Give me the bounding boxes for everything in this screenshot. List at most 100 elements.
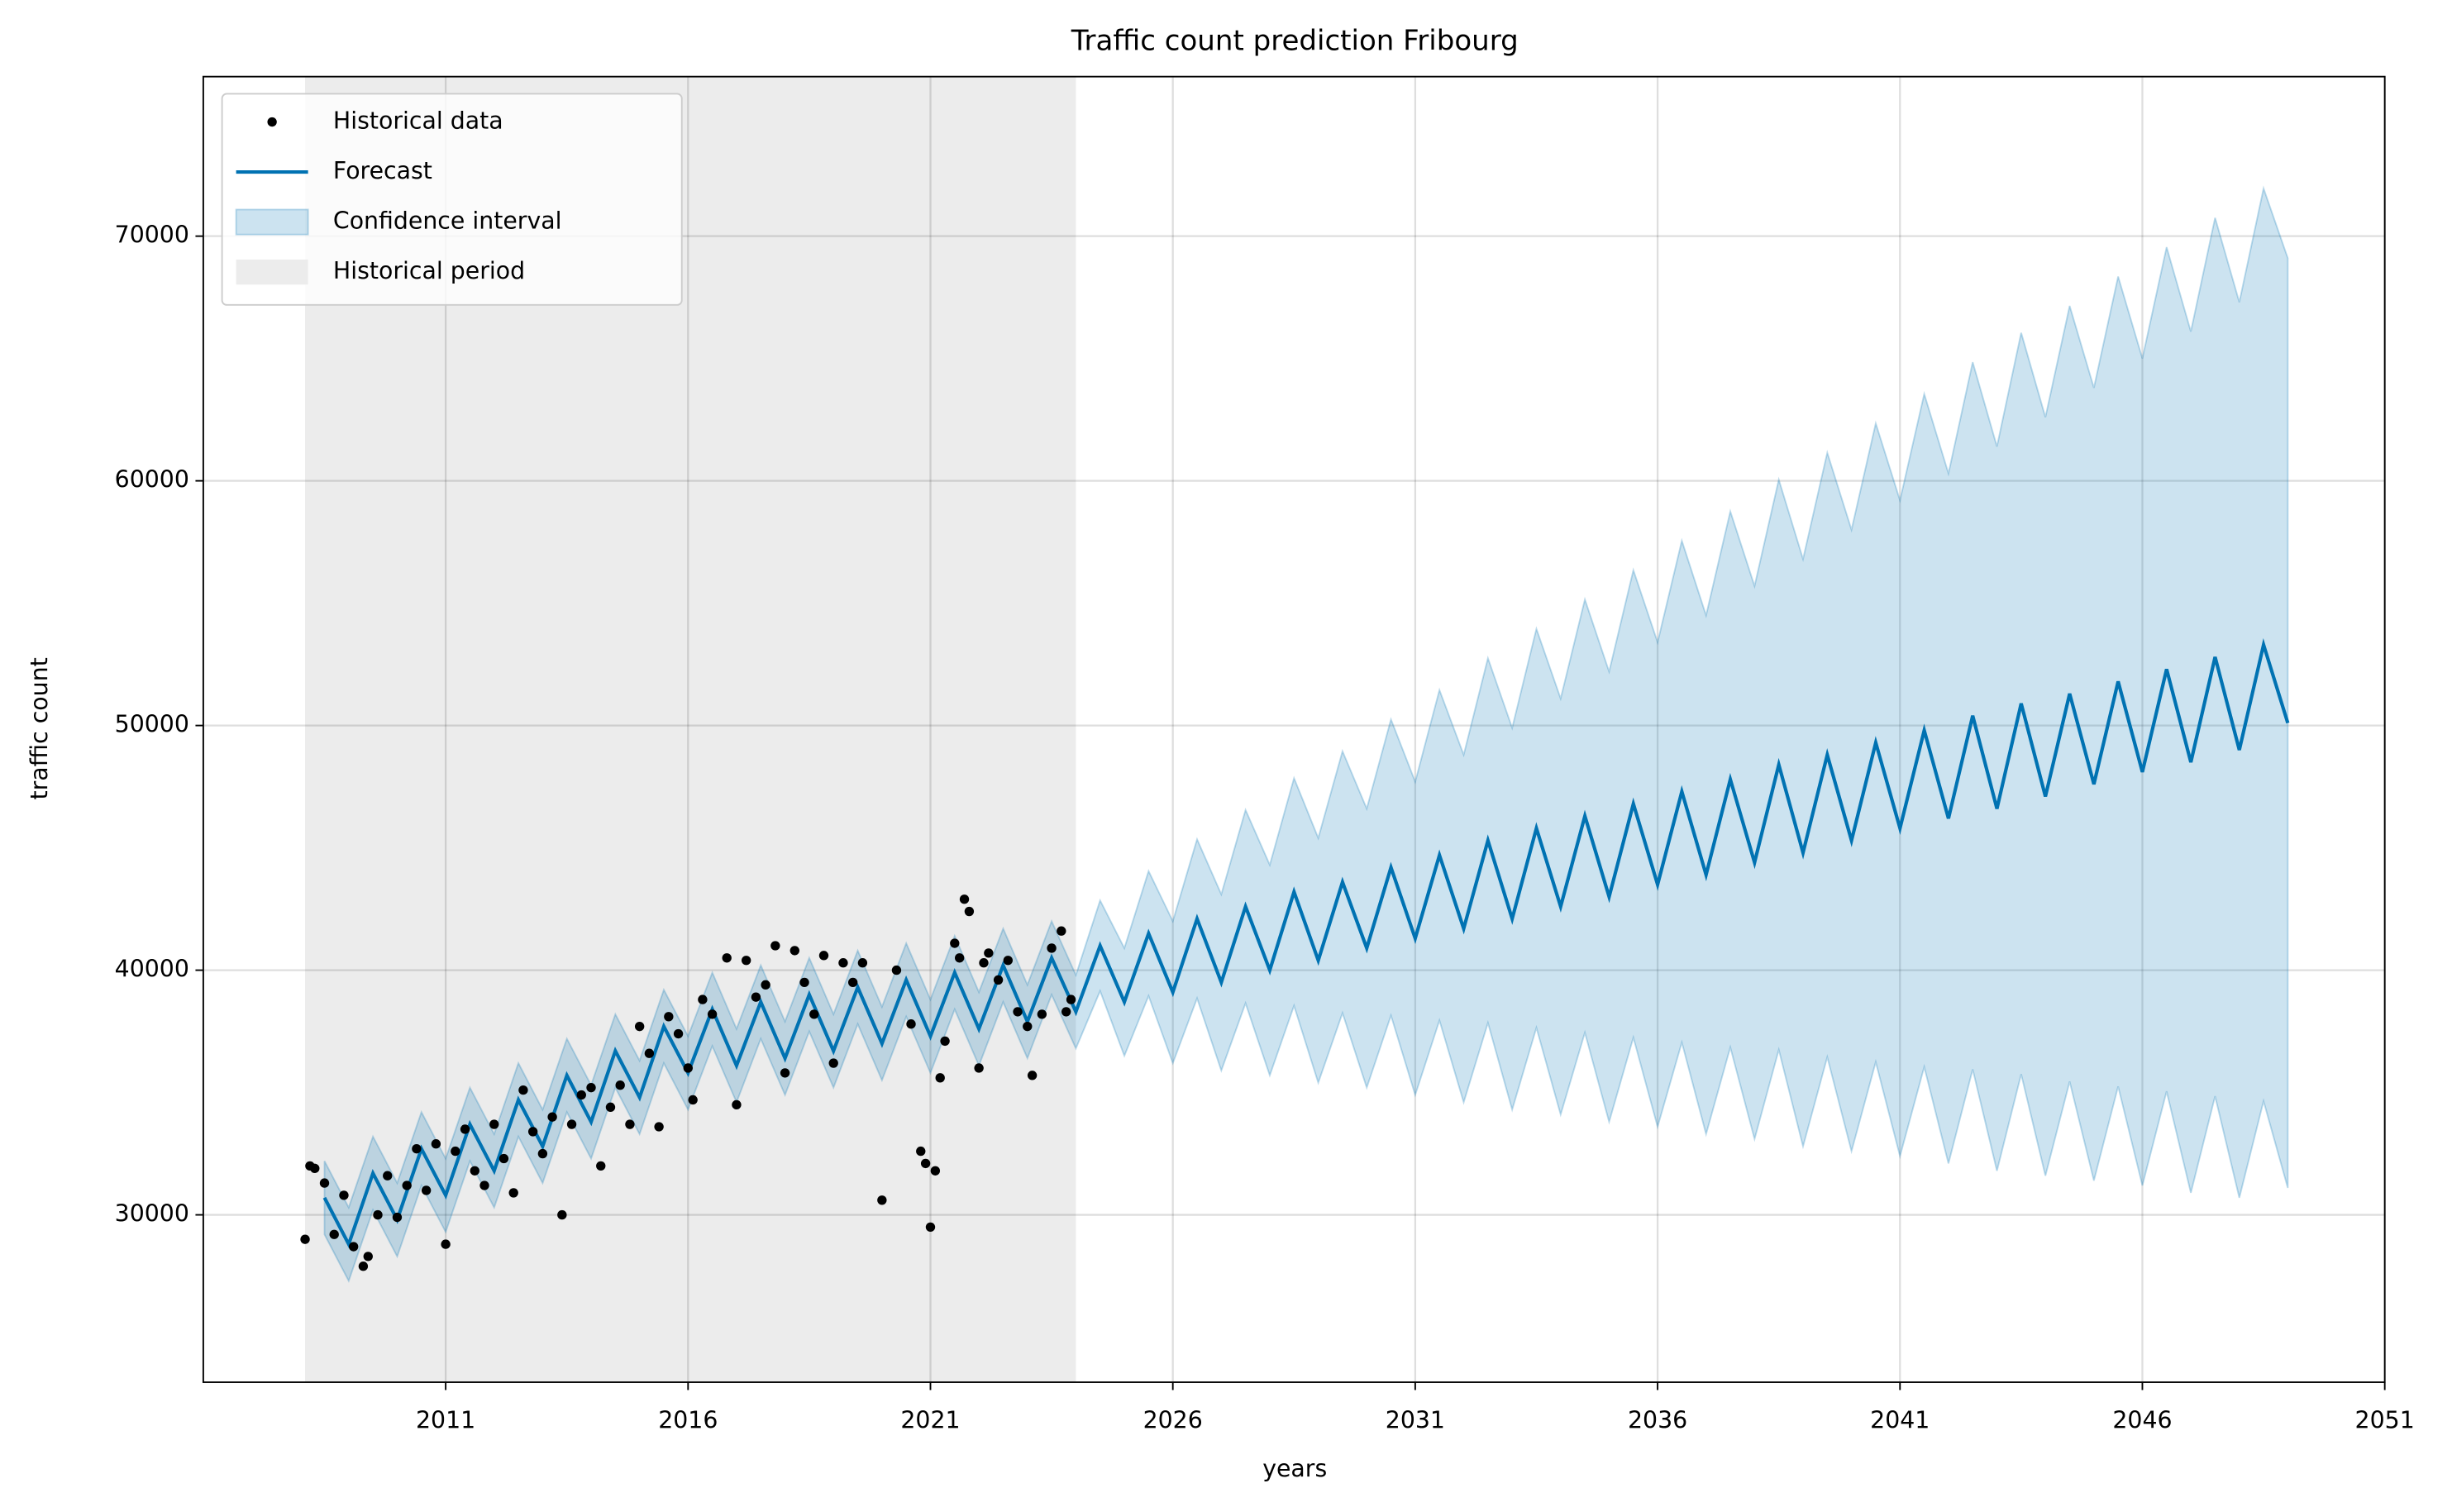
historical-point [596, 1161, 606, 1171]
legend-label: Historical period [333, 257, 525, 284]
historical-point [925, 1222, 936, 1233]
historical-point [349, 1242, 359, 1252]
historical-point [1013, 1007, 1023, 1017]
historical-point [441, 1239, 451, 1249]
historical-point [1061, 1007, 1071, 1017]
historical-point [460, 1124, 470, 1134]
historical-point [683, 1063, 693, 1073]
x-tick-label: 2036 [1628, 1406, 1687, 1433]
historical-point [508, 1188, 518, 1198]
historical-point [770, 941, 780, 951]
x-tick-label: 2026 [1143, 1406, 1203, 1433]
historical-point [930, 1166, 941, 1176]
historical-point [664, 1012, 674, 1022]
historical-point [1057, 926, 1066, 936]
historical-point [537, 1148, 548, 1159]
historical-point [799, 977, 809, 988]
historical-point [950, 938, 960, 948]
historical-point [722, 953, 732, 963]
historical-point [1023, 1021, 1033, 1032]
historical-point [451, 1146, 460, 1157]
historical-point [877, 1195, 887, 1205]
y-axis-label: traffic count [26, 657, 53, 799]
historical-point [615, 1080, 625, 1090]
x-tick-label: 2046 [2112, 1406, 2172, 1433]
historical-point [906, 1019, 916, 1029]
historical-point [916, 1146, 926, 1157]
historical-point [373, 1209, 383, 1220]
historical-point [761, 980, 770, 990]
historical-point [383, 1171, 393, 1181]
historical-point [489, 1119, 499, 1129]
historical-point [984, 948, 994, 958]
historical-point [857, 958, 868, 968]
historical-point [1037, 1009, 1047, 1019]
historical-point [421, 1185, 432, 1195]
historical-point [310, 1163, 320, 1174]
historical-point [363, 1252, 373, 1262]
historical-point [891, 965, 902, 975]
historical-point [993, 975, 1004, 985]
historical-point [605, 1102, 616, 1113]
y-tick-label: 60000 [115, 466, 189, 494]
historical-point [828, 1058, 838, 1068]
historical-point [809, 1009, 819, 1019]
historical-point [431, 1139, 441, 1149]
historical-point [518, 1085, 528, 1095]
historical-point [1003, 956, 1013, 966]
historical-point [732, 1099, 742, 1110]
historical-point [329, 1229, 339, 1239]
historical-point [479, 1181, 489, 1190]
x-tick-label: 2021 [900, 1406, 960, 1433]
historical-point [644, 1048, 655, 1058]
historical-point [847, 977, 858, 988]
legend-label: Confidence interval [333, 207, 562, 235]
x-axis-label: years [1262, 1455, 1327, 1482]
historical-point [940, 1036, 950, 1047]
historical-point [1027, 1071, 1038, 1080]
legend-label: Historical data [333, 107, 503, 135]
historical-point [392, 1212, 403, 1223]
historical-point [412, 1143, 422, 1154]
historical-point [527, 1127, 538, 1137]
y-tick-label: 30000 [115, 1200, 189, 1228]
legend-marker [267, 117, 277, 127]
historical-point [959, 894, 970, 904]
x-tick-label: 2041 [1870, 1406, 1930, 1433]
historical-point [974, 1063, 984, 1073]
historical-point [319, 1178, 330, 1188]
historical-point [688, 1095, 698, 1105]
historical-point [838, 958, 848, 968]
y-tick-label: 40000 [115, 956, 189, 983]
historical-point [673, 1028, 684, 1039]
historical-point [979, 958, 989, 968]
x-tick-label: 2051 [2355, 1406, 2415, 1433]
x-tick-label: 2011 [416, 1406, 475, 1433]
historical-point [499, 1153, 509, 1164]
historical-point [339, 1190, 349, 1200]
legend-marker [235, 208, 309, 236]
historical-point [707, 1009, 718, 1019]
plot-frame [202, 75, 2386, 1383]
historical-point [547, 1112, 557, 1122]
legend-marker [236, 259, 308, 285]
historical-point [920, 1158, 931, 1169]
historical-point [698, 994, 708, 1004]
historical-point [751, 992, 761, 1002]
historical-point [358, 1262, 369, 1271]
historical-point [741, 956, 751, 966]
historical-point [1066, 994, 1076, 1004]
historical-point [625, 1119, 635, 1129]
historical-point [935, 1073, 945, 1083]
historical-point [557, 1209, 567, 1220]
forecast-line [322, 637, 2290, 1249]
historical-point [780, 1068, 790, 1078]
chart-title: Traffic count prediction Fribourg [1071, 25, 1519, 58]
historical-point [402, 1181, 412, 1190]
historical-point [470, 1166, 479, 1176]
historical-point [964, 906, 975, 917]
legend-box [221, 93, 683, 306]
x-tick-label: 2016 [658, 1406, 718, 1433]
x-tick-label: 2031 [1386, 1406, 1445, 1433]
y-tick-label: 70000 [115, 222, 189, 249]
